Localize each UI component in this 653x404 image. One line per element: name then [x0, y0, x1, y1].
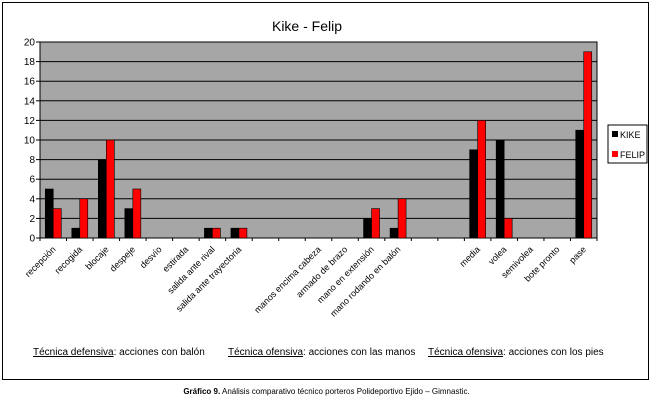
group-label-defensive-title: Técnica defensiva [33, 347, 114, 358]
group-label-offensive-hands-rest: : acciones con las manos [303, 347, 416, 358]
bar-felip [397, 198, 407, 239]
caption-text: Análisis comparativo técnico porteros Po… [220, 387, 470, 396]
chart-title: Kike - Felip [272, 18, 342, 34]
bars [44, 51, 593, 239]
bar-felip [106, 139, 115, 239]
bar-felip [477, 120, 486, 239]
x-tick-label: pase [567, 244, 588, 265]
legend-swatch-kike [612, 131, 618, 137]
legend: KIKE FELIP [607, 124, 648, 164]
group-label-defensive: Técnica defensiva: acciones con balón [33, 347, 205, 358]
bar-kike [575, 129, 585, 239]
y-tick-label: 4 [29, 194, 35, 205]
x-tick-label: recepción [23, 244, 58, 279]
caption-number: Gráfico 9. [183, 387, 221, 396]
y-tick-label: 12 [24, 116, 36, 127]
bar-felip [132, 188, 142, 239]
bar-kike [363, 218, 372, 239]
y-tick-label: 18 [24, 57, 36, 68]
bar-kike [124, 208, 134, 239]
y-tick-label: 10 [24, 136, 36, 147]
y-tick-label: 0 [29, 234, 35, 245]
x-tick-label: despeje [108, 244, 137, 273]
y-tick-label: 20 [24, 38, 36, 49]
y-tick-label: 2 [29, 214, 35, 225]
x-tick-label: salida ante rival [166, 244, 217, 295]
x-tick-label: volea [486, 244, 508, 266]
bar-kike [469, 149, 478, 239]
bar-kike [204, 227, 213, 239]
group-label-offensive-feet-title: Técnica ofensiva [428, 347, 504, 358]
group-label-offensive-feet-rest: : acciones con los pies [503, 347, 604, 358]
y-tick-label: 16 [24, 77, 36, 88]
legend-swatch-felip [612, 151, 618, 157]
x-tick-label: media [458, 244, 482, 268]
bar-felip [583, 51, 593, 239]
x-tick-label: recogida [53, 244, 84, 275]
y-tick-label: 6 [29, 175, 35, 186]
bar-felip [212, 227, 221, 239]
bar-chart: Kike - Felip 0 2 4 6 8 10 12 14 16 18 20 recepción… [23, 18, 648, 319]
y-axis-ticks: 0 2 4 6 8 10 12 14 16 18 20 [24, 38, 40, 245]
bar-felip [503, 218, 513, 239]
bar-felip [371, 208, 380, 239]
bar-felip [79, 198, 89, 239]
group-label-defensive-rest: : acciones con balón [113, 347, 205, 358]
figure-caption: Gráfico 9. Análisis comparativo técnico … [0, 387, 653, 396]
group-label-offensive-feet: Técnica ofensiva: acciones con los pies [428, 347, 604, 358]
legend-label-felip: FELIP [620, 150, 645, 160]
bar-kike [495, 139, 505, 239]
bar-kike [98, 159, 107, 239]
legend-label-kike: KIKE [620, 130, 641, 140]
bar-kike [71, 227, 81, 239]
bar-kike [44, 188, 54, 239]
y-tick-label: 8 [29, 155, 35, 166]
group-label-offensive-hands-title: Técnica ofensiva [228, 347, 304, 358]
bar-kike [389, 227, 399, 239]
group-label-offensive-hands: Técnica ofensiva: acciones con las manos [228, 347, 415, 358]
bar-felip [52, 208, 62, 239]
bar-kike [230, 227, 240, 239]
x-tick-label: blocaje [83, 244, 110, 271]
bar-felip [238, 227, 248, 239]
y-tick-label: 14 [24, 96, 36, 107]
